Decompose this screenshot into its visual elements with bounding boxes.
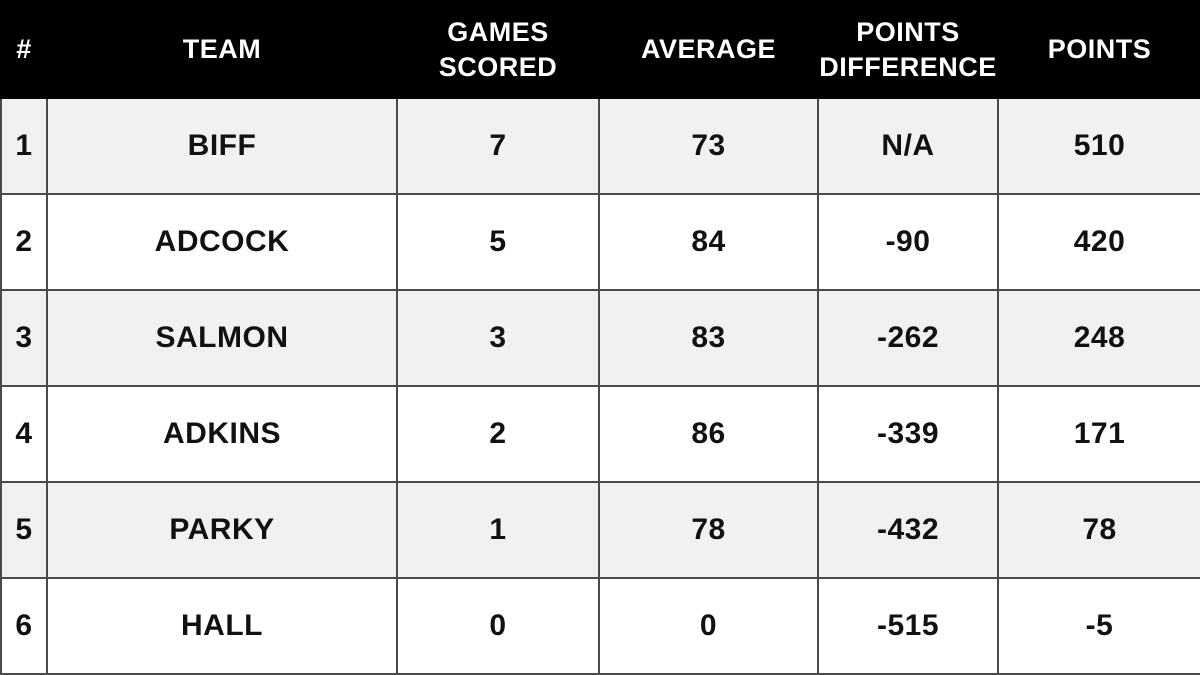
cell-points: 510	[997, 97, 1200, 195]
cell-points_difference: N/A	[817, 97, 999, 195]
cell-team: BIFF	[46, 97, 398, 195]
cell-rank: 2	[0, 193, 48, 291]
cell-average: 0	[598, 577, 819, 675]
table-row: 1 BIFF 7 73 N/A 510	[0, 97, 1200, 195]
cell-points: 248	[997, 289, 1200, 387]
cell-points_difference: -515	[817, 577, 999, 675]
header-points-difference: POINTS DIFFERENCE	[817, 0, 999, 99]
cell-team: ADCOCK	[46, 193, 398, 291]
cell-points: -5	[997, 577, 1200, 675]
cell-points: 420	[997, 193, 1200, 291]
cell-points: 171	[997, 385, 1200, 483]
header-team: TEAM	[46, 0, 398, 99]
cell-team: PARKY	[46, 481, 398, 579]
cell-games_scored: 3	[396, 289, 600, 387]
cell-games_scored: 1	[396, 481, 600, 579]
table-row: 5 PARKY 1 78 -432 78	[0, 481, 1200, 579]
table-row: 2 ADCOCK 5 84 -90 420	[0, 193, 1200, 291]
cell-team: ADKINS	[46, 385, 398, 483]
cell-points_difference: -262	[817, 289, 999, 387]
cell-rank: 6	[0, 577, 48, 675]
header-rank: #	[0, 0, 48, 99]
cell-average: 73	[598, 97, 819, 195]
table-row: 4 ADKINS 2 86 -339 171	[0, 385, 1200, 483]
cell-rank: 5	[0, 481, 48, 579]
cell-points_difference: -339	[817, 385, 999, 483]
cell-rank: 1	[0, 97, 48, 195]
cell-games_scored: 5	[396, 193, 600, 291]
cell-average: 83	[598, 289, 819, 387]
header-row: # TEAM GAMES SCORED AVERAGE POINTS DIFFE…	[0, 0, 1200, 99]
header-games-scored: GAMES SCORED	[396, 0, 600, 99]
cell-average: 78	[598, 481, 819, 579]
table-row: 6 HALL 0 0 -515 -5	[0, 577, 1200, 675]
cell-average: 86	[598, 385, 819, 483]
table-row: 3 SALMON 3 83 -262 248	[0, 289, 1200, 387]
cell-rank: 4	[0, 385, 48, 483]
table-body: 1 BIFF 7 73 N/A 510 2 ADCOCK 5 84 -90 420 3 SALMON 3 83…	[0, 97, 1200, 675]
cell-points: 78	[997, 481, 1200, 579]
cell-average: 84	[598, 193, 819, 291]
cell-games_scored: 2	[396, 385, 600, 483]
cell-rank: 3	[0, 289, 48, 387]
cell-points_difference: -432	[817, 481, 999, 579]
header-average: AVERAGE	[598, 0, 819, 99]
cell-games_scored: 7	[396, 97, 600, 195]
header-points: POINTS	[997, 0, 1200, 99]
cell-team: HALL	[46, 577, 398, 675]
cell-team: SALMON	[46, 289, 398, 387]
cell-points_difference: -90	[817, 193, 999, 291]
cell-games_scored: 0	[396, 577, 600, 675]
table-header: # TEAM GAMES SCORED AVERAGE POINTS DIFFE…	[0, 0, 1200, 99]
